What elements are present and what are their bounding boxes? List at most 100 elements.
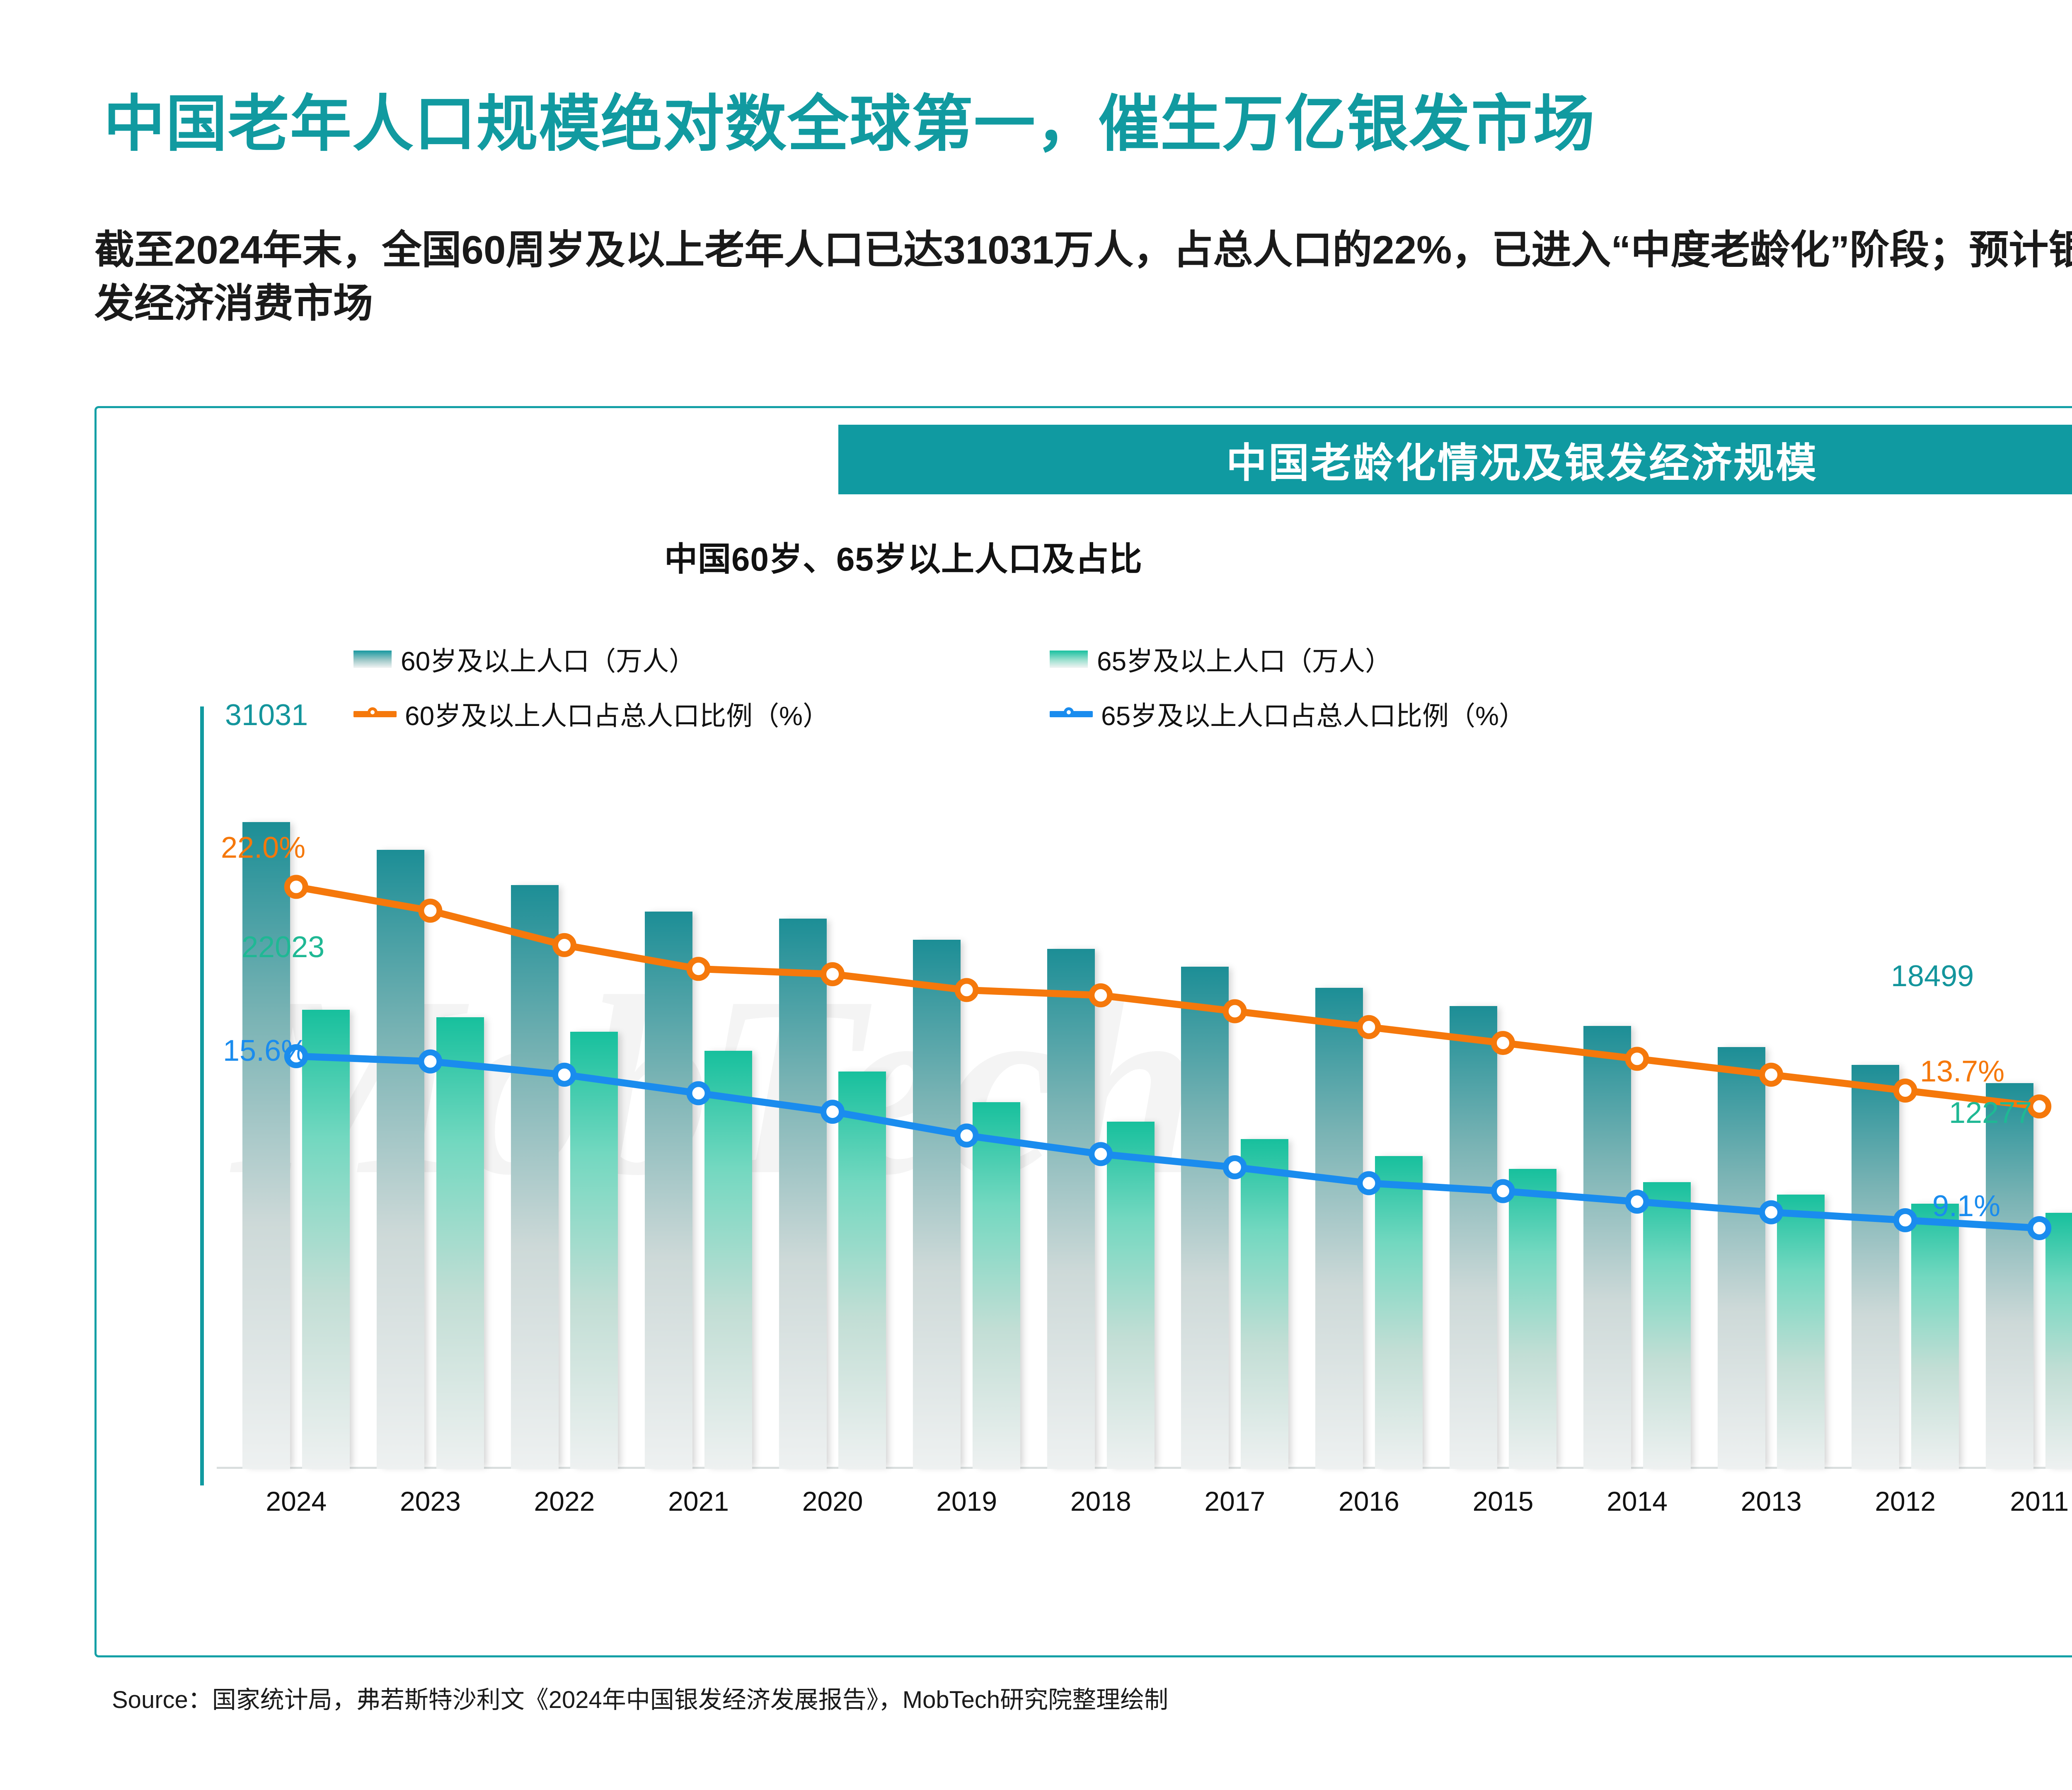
x-tick-label: 2011 <box>2010 1486 2069 1517</box>
pct65-point <box>418 1049 443 1074</box>
chart-x-tick-labels: 2024 2023 2022 2021 2020 2019 2018 2017 2016 2015… <box>229 1485 2072 1517</box>
legend-label: 65岁及以上人口占总人口比例（%） <box>1101 701 1526 731</box>
bar-pop65 <box>302 1010 350 1469</box>
bar-pop60 <box>511 885 559 1469</box>
x-tick-label: 2015 <box>1472 1486 1534 1517</box>
bar-pop65 <box>570 1031 618 1469</box>
legend-item-pct60: 60岁及以上人口占总人口比例（%） <box>353 695 1050 733</box>
chart-plot-area <box>217 781 2072 1469</box>
bar-pop65 <box>1643 1182 1691 1469</box>
pct65-point <box>1625 1190 1649 1214</box>
bar-pop60 <box>1852 1064 1900 1469</box>
bar-pop60 <box>1047 949 1095 1469</box>
bar-pop60 <box>1449 1006 1497 1469</box>
label-pop60-first: 31031 <box>225 699 308 732</box>
x-tick-label: 2014 <box>1607 1486 1668 1517</box>
pct60-point <box>284 875 308 899</box>
card-banner-label: 中国老龄化情况及银发经济规模 <box>1226 440 1818 486</box>
pct60-point <box>954 978 979 1002</box>
pct60-point <box>1491 1031 1515 1055</box>
bar-pop60 <box>1717 1047 1765 1469</box>
pct65-point <box>552 1062 576 1087</box>
bar-group <box>1583 781 1691 1469</box>
legend-label: 60岁及以上人口（万人） <box>401 646 696 676</box>
bar-group <box>376 781 484 1469</box>
legend-label: 65岁及以上人口（万人） <box>1097 646 1392 676</box>
aging-population-chart: 2024 2023 2022 2021 2020 2019 2018 2017 2016 2015… <box>200 699 2072 1517</box>
legend-line-marker-icon <box>353 705 397 723</box>
content-card: MobTech 查数 中国老龄化情况及银发经济规模 中国60岁、65岁以上人口及… <box>94 406 2072 1657</box>
legend-line-marker-icon <box>1050 705 1093 723</box>
bar-group <box>511 781 618 1469</box>
legend-item-pct65: 65岁及以上人口占总人口比例（%） <box>1050 695 1525 733</box>
bar-pop60 <box>1315 987 1363 1469</box>
bar-group <box>242 781 350 1469</box>
bar-pop60 <box>1181 967 1229 1469</box>
left-chart-legend: 60岁及以上人口（万人） 65岁及以上人口（万人） 60岁及以上人口占总人口比例… <box>353 632 1887 741</box>
pct60-point <box>1893 1079 1917 1103</box>
pct60-point <box>821 962 845 987</box>
label-pop60-last: 18499 <box>1891 960 1974 993</box>
label-pop65-last: 12277 <box>1949 1096 2032 1130</box>
pct60-point <box>1759 1062 1784 1087</box>
bar-pop60 <box>242 822 290 1469</box>
bar-pop60 <box>913 939 961 1469</box>
left-chart-title: 中国60岁、65岁以上人口及占比 <box>664 541 1143 578</box>
x-tick-label: 2018 <box>1070 1486 1131 1517</box>
bar-pop65 <box>1777 1194 1825 1469</box>
pct60-point <box>418 898 443 923</box>
pct60-point <box>2027 1094 2052 1119</box>
bar-pop65 <box>704 1051 752 1469</box>
label-pct65-last: 9.1% <box>1932 1190 2001 1223</box>
bar-pop65 <box>1106 1122 1155 1469</box>
legend-item-pop65: 65岁及以上人口（万人） <box>1050 640 1392 678</box>
pct60-point <box>1089 983 1113 1008</box>
bar-pop65 <box>838 1072 886 1469</box>
pct60-point <box>686 957 711 981</box>
bar-pop65 <box>1911 1204 1959 1469</box>
bar-group <box>1852 781 1959 1469</box>
label-pct60-first: 22.0% <box>221 831 306 864</box>
x-tick-label: 2012 <box>1875 1486 1936 1517</box>
x-tick-label: 2019 <box>936 1486 997 1517</box>
bar-group <box>779 781 886 1469</box>
pct65-point <box>821 1100 845 1124</box>
pct60-point <box>1222 999 1247 1023</box>
x-tick-label: 2020 <box>802 1486 863 1517</box>
pct65-polyline <box>296 1052 2040 1232</box>
pct65-point <box>954 1123 979 1148</box>
bar-pop65 <box>2045 1213 2072 1469</box>
bar-pop60 <box>645 912 693 1469</box>
source-note: Source：国家统计局，弗若斯特沙利文《2024年中国银发经济发展报告》，Mo… <box>112 1686 1169 1713</box>
pct65-point <box>1089 1142 1113 1166</box>
pct65-point <box>686 1081 711 1105</box>
pct65-point <box>1357 1171 1381 1195</box>
x-tick-label: 2017 <box>1204 1486 1266 1517</box>
pct65-point <box>1893 1208 1917 1232</box>
label-pct60-last: 13.7% <box>1920 1055 2005 1088</box>
chart-line-series <box>284 875 2052 1240</box>
pct60-point <box>552 933 576 957</box>
x-tick-label: 2016 <box>1339 1486 1399 1517</box>
x-tick-label: 2022 <box>534 1486 595 1517</box>
pct65-point <box>1759 1200 1784 1224</box>
bar-group <box>913 781 1021 1469</box>
page-title: 中国老年人口规模绝对数全球第一，催生万亿银发市场 <box>104 90 1595 158</box>
x-tick-label: 2023 <box>399 1486 461 1517</box>
pct60-point <box>1625 1047 1649 1071</box>
chart-y-axis <box>200 706 204 1485</box>
x-tick-label: 2013 <box>1740 1486 1802 1517</box>
pct65-point <box>284 1044 308 1068</box>
legend-swatch-icon <box>1050 651 1088 668</box>
legend-label: 60岁及以上人口占总人口比例（%） <box>405 701 830 731</box>
x-tick-label: 2021 <box>668 1486 729 1517</box>
bar-pop65 <box>1509 1169 1557 1469</box>
page-subtitle: 截至2024年末，全国60周岁及以上老年人口已达31031万人，占总人口的22%… <box>94 228 2072 326</box>
pct65-point <box>1491 1179 1515 1203</box>
legend-item-pop60: 60岁及以上人口（万人） <box>353 640 1050 678</box>
bar-pop65 <box>973 1102 1021 1469</box>
bar-pop65 <box>436 1017 484 1469</box>
bar-pop60 <box>779 918 827 1469</box>
pct65-point <box>1222 1155 1247 1180</box>
